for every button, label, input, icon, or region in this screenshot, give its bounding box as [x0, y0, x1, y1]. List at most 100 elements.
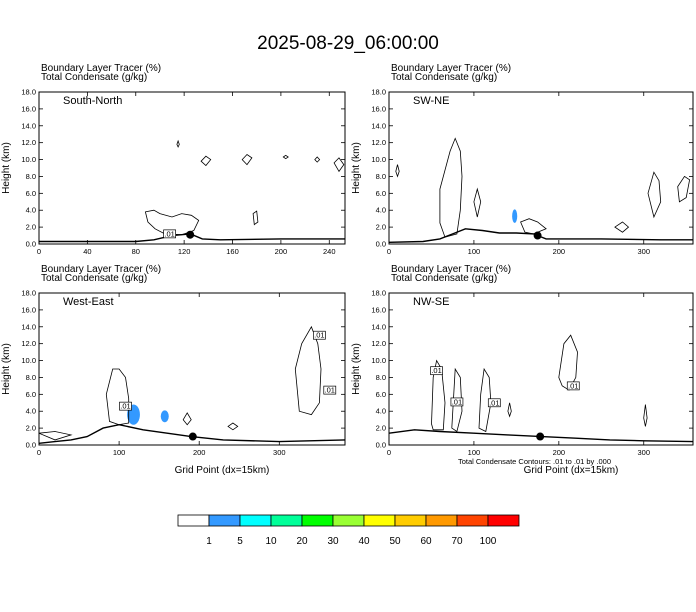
x-tick-label: 240: [323, 247, 336, 256]
contour-label-box: [487, 398, 501, 408]
y-tick-label: 12.0: [371, 138, 386, 147]
contour-label: .01: [325, 386, 335, 395]
tracer-blob: [512, 209, 518, 223]
x-tick-label: 0: [387, 247, 391, 256]
y-tick-label: 2.0: [26, 424, 36, 433]
panel-header-condensate: Total Condensate (g/kg): [391, 273, 497, 284]
condensate-contour: [105, 368, 130, 426]
y-tick-label: 8.0: [376, 172, 386, 181]
panel-name: West-East: [63, 296, 114, 308]
panel-header-tracer: Boundary Layer Tracer (%): [391, 63, 511, 74]
x-tick-label: 300: [637, 448, 650, 457]
y-tick-label: 4.0: [376, 206, 386, 215]
condensate-contour: [478, 367, 492, 433]
colorbar-label: 40: [358, 536, 370, 547]
y-tick-label: 4.0: [376, 407, 386, 416]
condensate-contour: [333, 157, 345, 173]
x-tick-label: 0: [387, 448, 391, 457]
x-tick-label: 200: [553, 448, 566, 457]
condensate-contour: [520, 218, 547, 235]
x-tick-label: 0: [37, 448, 41, 457]
condensate-contour: [314, 156, 321, 163]
contour-label-box: [430, 366, 443, 376]
plot-area: .01 .01 .01 .01: [389, 334, 693, 443]
x-tick-label: 200: [193, 448, 206, 457]
x-axis-label: Grid Point (dx=15km): [524, 465, 619, 476]
y-tick-label: 8.0: [26, 172, 36, 181]
contour-label: .01: [431, 366, 441, 375]
x-tick-label: 0: [37, 247, 41, 256]
plot-area: .01: [39, 139, 345, 243]
colorbar-label: 70: [451, 536, 463, 547]
colorbar-segment: [270, 514, 303, 527]
y-tick-label: 0.0: [26, 441, 36, 450]
contour-label-box: [313, 330, 326, 340]
y-tick-label: 10.0: [21, 356, 36, 365]
condensate-contour: [439, 137, 463, 238]
condensate-contour: [643, 404, 648, 427]
contour-label: .01: [164, 229, 174, 238]
y-tick-label: 14.0: [21, 121, 36, 130]
colorbar-segment: [394, 514, 427, 527]
contour-label: .01: [568, 381, 578, 390]
panel-header-condensate: Total Condensate (g/kg): [391, 72, 497, 83]
y-tick-label: 18.0: [371, 289, 386, 298]
panel-header-condensate: Total Condensate (g/kg): [41, 72, 147, 83]
y-tick-label: 14.0: [371, 322, 386, 331]
colorbar-segment: [177, 514, 210, 527]
y-tick-label: 0.0: [26, 240, 36, 249]
contour-note: Total Condensate Contours: .01 to .01 by…: [458, 457, 611, 466]
figure-title: 2025-08-29_06:00:00: [257, 33, 439, 54]
location-marker: [188, 432, 197, 441]
colorbar-segment: [363, 514, 396, 527]
tracer-blob: [160, 410, 169, 423]
condensate-contour: [558, 334, 578, 391]
terrain-line: [389, 429, 693, 443]
contour-label-box: [450, 397, 464, 407]
plot-area: .01 .01 .01: [39, 325, 345, 444]
condensate-contour: [647, 171, 662, 219]
colorbar-label: 30: [327, 536, 339, 547]
colorbar: 1 5 10 20 30 40 50 60 70 100: [177, 514, 520, 547]
colorbar-label: 60: [420, 536, 432, 547]
condensate-contour: [677, 175, 691, 203]
y-tick-label: 14.0: [21, 322, 36, 331]
condensate-contour: [451, 367, 463, 433]
condensate-contour: [200, 155, 212, 167]
condensate-contour: [252, 210, 259, 226]
y-tick-label: 10.0: [371, 155, 386, 164]
y-tick-label: 12.0: [371, 339, 386, 348]
panel-header-tracer: Boundary Layer Tracer (%): [41, 63, 161, 74]
y-tick-label: 8.0: [26, 373, 36, 382]
colorbar-segment: [456, 514, 489, 527]
y-axis-label: Height (km): [351, 142, 362, 194]
colorbar-label: 1: [206, 536, 212, 547]
condensate-contour: [282, 154, 289, 160]
y-tick-label: 6.0: [376, 390, 386, 399]
x-tick-label: 300: [273, 448, 286, 457]
location-marker: [533, 231, 542, 240]
plot-frame: [38, 292, 346, 446]
y-tick-label: 16.0: [371, 305, 386, 314]
location-marker: [186, 230, 195, 239]
y-tick-label: 18.0: [21, 289, 36, 298]
y-axis-label: Height (km): [351, 343, 362, 395]
condensate-contour: [614, 221, 630, 233]
x-tick-label: 80: [132, 247, 140, 256]
contour-label-box: [119, 401, 132, 411]
condensate-contour: [176, 139, 180, 148]
y-tick-label: 6.0: [26, 390, 36, 399]
condensate-contour: [39, 431, 73, 441]
colorbar-segment: [208, 514, 241, 527]
contour-label-box: [163, 229, 176, 239]
chart-panel: Boundary Layer Tracer (%)Total Condensat…: [351, 264, 694, 476]
condensate-contour: [294, 325, 322, 416]
panel-header-tracer: Boundary Layer Tracer (%): [41, 264, 161, 275]
contour-label-box: [566, 381, 580, 391]
condensate-contour: [227, 422, 239, 431]
x-tick-label: 120: [178, 247, 191, 256]
contour-label: .01: [452, 397, 462, 406]
colorbar-segment: [487, 514, 520, 527]
chart-panel: Boundary Layer Tracer (%)Total Condensat…: [1, 264, 346, 476]
